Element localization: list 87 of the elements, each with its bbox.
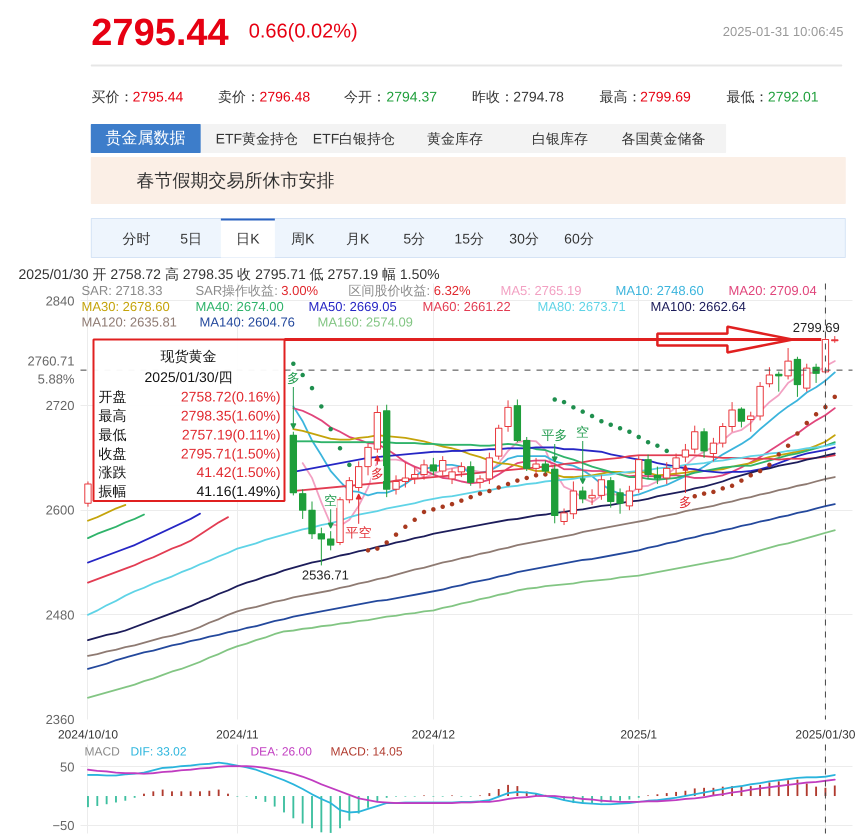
x-tick-label: 2025/01/30 [795, 728, 856, 742]
text: MA20: 2709.04 [728, 282, 817, 298]
text: MA10: 2748.60 [616, 282, 704, 298]
x-tick-label: 2024/11 [216, 728, 259, 742]
text: 2795.44 [91, 12, 229, 54]
annotation: 开盘 [98, 388, 126, 405]
text: 最高： [600, 88, 642, 104]
text: 2795.44 [132, 88, 184, 104]
text: 买价： [91, 88, 134, 104]
text: 5日 [180, 230, 202, 246]
text: 日K [236, 230, 260, 246]
y-tick-label: 2720 [46, 398, 74, 414]
text: 周K [291, 230, 316, 246]
text: 2025-01-31 10:06:45 [722, 24, 844, 39]
annotation: 多 [678, 494, 692, 510]
x-tick-label: 2025/1 [620, 728, 658, 742]
text: 白银库存 [532, 130, 588, 146]
chart-title: MACD [84, 744, 120, 758]
annotation: 空 [576, 424, 590, 440]
annotation: 2757.19(0.11%) [182, 426, 281, 442]
y-tick-label: −50 [52, 818, 75, 833]
text: 5分 [403, 230, 426, 246]
text: 15分 [454, 230, 484, 246]
text: ETF白银持仓 [312, 130, 396, 146]
text: 最低： [726, 88, 769, 104]
text: 分时 [122, 230, 150, 246]
text: 30分 [509, 230, 539, 246]
annotation: 最低 [98, 426, 126, 442]
annotation: 现货黄金 [160, 348, 216, 364]
y-tick-label: 50 [60, 759, 75, 774]
annotation: 多 [370, 466, 384, 482]
text: 2796.48 [260, 88, 310, 104]
text: MA160: 2574.09 [318, 314, 413, 330]
annotation: SAR: 2718.33 [82, 282, 162, 298]
text: 各国黄金储备 [622, 130, 706, 146]
text: MA100: 2662.64 [650, 298, 746, 314]
text: MA80: 2673.71 [538, 298, 626, 314]
annotation: 空 [324, 492, 338, 508]
text: 0.66(0.02%) [248, 20, 358, 42]
annotation: 多 [286, 370, 300, 386]
text: 60分 [564, 230, 594, 246]
y-tick-label: 2840 [46, 293, 74, 308]
annotation: 振幅 [98, 483, 126, 500]
annotation: 2025/01/30/四 [144, 368, 232, 385]
text: 2792.01 [768, 88, 819, 104]
text: MA5: 2765.19 [500, 282, 582, 298]
x-tick-label: 2024/12 [412, 728, 456, 742]
ref-line-label: 2760.71 5.88% [28, 354, 75, 387]
annotation: 涨跌 [98, 464, 126, 480]
annotation: 2799.69 [792, 320, 840, 336]
annotation: 2798.35(1.60%) [180, 408, 281, 424]
annotation: 2795.71(1.50%) [180, 445, 281, 462]
annotation: 收盘 [98, 445, 126, 462]
annotation: 最高 [98, 408, 126, 424]
chart-title: 2025/01/30 开 2758.72 高 2798.35 收 2795.71 低 2757.19 幅 1.50% [18, 266, 440, 282]
y-tick-label: 2480 [46, 607, 74, 622]
text: 今开： [344, 88, 386, 104]
annotation: 区间股价收益: 6.32% [348, 282, 472, 298]
text: 2794.78 [513, 88, 564, 104]
x-tick-label: 2024/10/10 [58, 728, 118, 742]
text: 春节假期交易所休市安排 [136, 170, 334, 190]
series-label: DIF: 33.02 [130, 744, 187, 758]
text: 昨收： [472, 88, 514, 104]
text: 贵金属数据 [105, 129, 186, 147]
annotation: 2758.72(0.16%) [180, 388, 281, 405]
text: MA140: 2604.76 [200, 314, 295, 330]
annotation: 41.16(1.49%) [196, 483, 281, 500]
text: ETF黄金持仓 [216, 130, 298, 146]
annotation: 41.42(1.50%) [196, 464, 281, 480]
text: 2794.37 [386, 88, 438, 104]
text: MA40: 2674.00 [196, 298, 284, 314]
text: MA50: 2669.05 [308, 298, 397, 314]
text: 月K [346, 230, 370, 246]
text: MA120: 2635.81 [82, 314, 177, 330]
annotation: 2536.71 [302, 567, 349, 582]
series-label: DEA: 26.00 [250, 744, 312, 758]
text: MA60: 2661.22 [422, 298, 511, 314]
y-tick-label: 2600 [46, 502, 74, 518]
text: 卖价： [218, 88, 260, 104]
text: 黄金库存 [426, 130, 483, 146]
annotation: SAR操作收益: 3.00% [196, 282, 319, 298]
text: MA30: 2678.60 [82, 298, 170, 314]
annotation: 平多 [542, 428, 568, 443]
y-tick-label: 2360 [46, 712, 74, 727]
annotation: 平空 [346, 525, 372, 540]
text: 2799.69 [640, 88, 691, 104]
text: MACD: 14.05 [330, 744, 403, 758]
